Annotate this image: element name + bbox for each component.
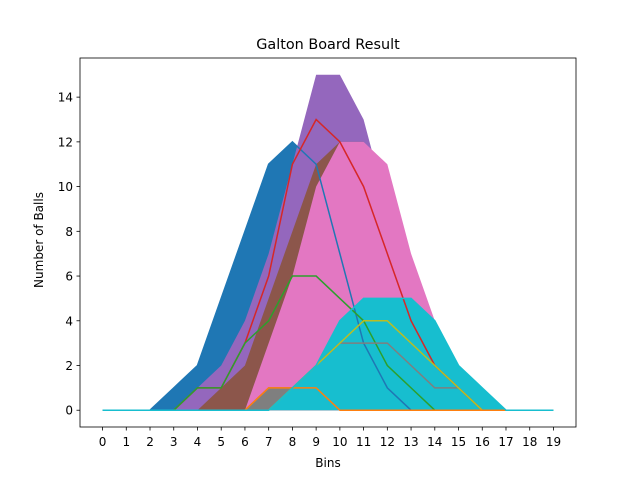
x-tick-label: 12 <box>380 435 395 449</box>
x-tick-label: 7 <box>265 435 273 449</box>
x-tick-label: 6 <box>241 435 249 449</box>
y-tick-label: 6 <box>65 270 73 284</box>
x-axis-label: Bins <box>315 456 340 470</box>
y-tick-label: 4 <box>65 314 73 328</box>
x-axis: 0 1 2 3 4 5 6 7 8 9 10 11 12 13 14 15 16 17 18 19 <box>99 427 561 449</box>
x-tick-label: 10 <box>332 435 347 449</box>
x-tick-label: 9 <box>312 435 320 449</box>
x-tick-label: 18 <box>522 435 537 449</box>
y-tick-label: 2 <box>65 359 73 373</box>
y-tick-label: 14 <box>58 91 73 105</box>
line-series-6 <box>102 297 554 411</box>
x-tick-label: 15 <box>451 435 466 449</box>
plot-frame <box>79 57 577 428</box>
plot-area <box>102 74 554 411</box>
x-tick-label: 14 <box>427 435 442 449</box>
y-tick-label: 8 <box>65 225 73 239</box>
chart-title: Galton Board Result <box>256 37 400 53</box>
y-tick-label: 0 <box>65 404 73 418</box>
x-tick-label: 8 <box>289 435 297 449</box>
y-axis: 0 2 4 6 8 10 12 14 <box>58 91 80 418</box>
x-tick-label: 1 <box>122 435 130 449</box>
y-tick-label: 12 <box>58 135 73 149</box>
y-axis-label: Number of Balls <box>32 192 46 288</box>
x-tick-label: 13 <box>403 435 418 449</box>
x-tick-label: 2 <box>146 435 154 449</box>
x-tick-label: 0 <box>99 435 107 449</box>
x-tick-label: 16 <box>475 435 490 449</box>
y-tick-label: 10 <box>58 180 73 194</box>
x-tick-label: 4 <box>194 435 202 449</box>
x-tick-label: 3 <box>170 435 178 449</box>
x-tick-label: 19 <box>546 435 561 449</box>
x-tick-label: 17 <box>498 435 513 449</box>
x-tick-label: 5 <box>217 435 225 449</box>
x-tick-label: 11 <box>356 435 371 449</box>
